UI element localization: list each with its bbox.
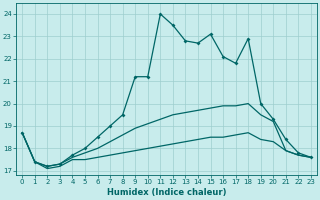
X-axis label: Humidex (Indice chaleur): Humidex (Indice chaleur) [107, 188, 226, 197]
